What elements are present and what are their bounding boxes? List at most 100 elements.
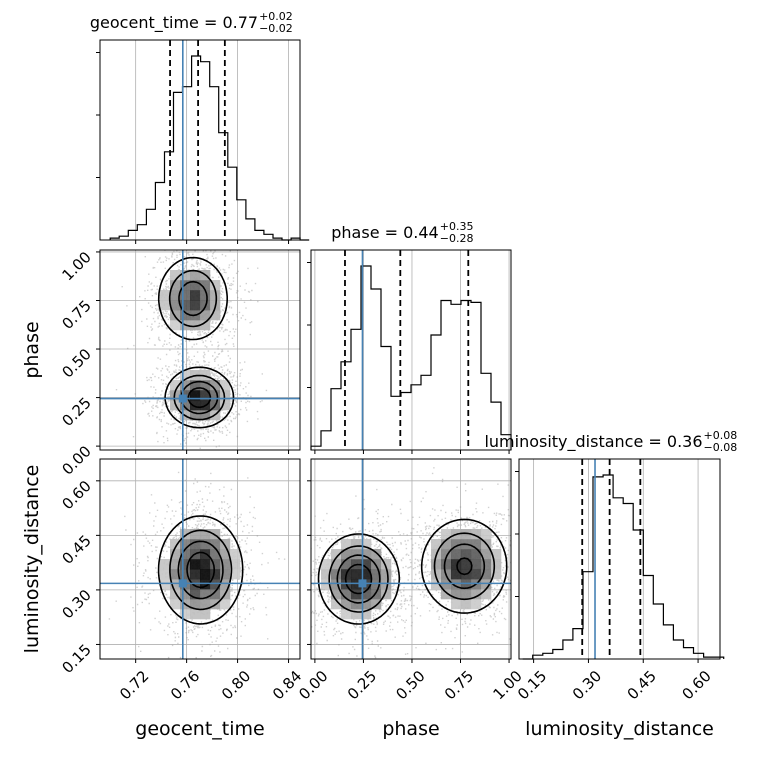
ytick-label-phase-1: 0.25 (58, 394, 94, 430)
panel-2d-2-1 (311, 459, 511, 659)
density-cell-2-1-7-9 (381, 559, 392, 570)
hist-outline-geocent_time (109, 55, 310, 241)
density-cell-2-1-18-8 (491, 569, 502, 580)
panel-border-1-1 (310, 249, 512, 451)
density-cell-2-1-15-6 (461, 589, 472, 600)
density-cell-1-0-11-16 (210, 280, 221, 291)
density-cell-2-0-8-12 (180, 529, 191, 540)
density-cell-1-0-9-6 (190, 380, 201, 391)
density-cell-2-1-3-6 (341, 589, 352, 600)
density-cell-2-1-15-12 (461, 529, 472, 540)
density-cell-1-0-9-14 (190, 300, 201, 311)
ytick-label-phase-4: 1.00 (58, 248, 94, 284)
density-cell-2-0-11-6 (210, 589, 221, 600)
ytick-label-phase-3: 0.75 (58, 297, 94, 333)
title-luminosity_distance: luminosity_distance = 0.36 (484, 432, 702, 452)
density-cell-2-1-5-9 (361, 559, 372, 570)
density-cell-2-1-14-9 (451, 559, 462, 570)
density-cell-2-0-11-8 (210, 569, 221, 580)
density-cell-2-1-5-6 (361, 589, 372, 600)
density-cell-2-1-7-8 (381, 569, 392, 580)
density-cell-2-0-10-4 (200, 609, 211, 620)
density-cell-1-0-9-15 (190, 290, 201, 301)
density-cell-1-0-8-7 (180, 370, 191, 381)
density-cell-2-0-6-9 (160, 559, 171, 570)
density-cell-1-0-8-13 (180, 310, 191, 321)
contour-1-0-3 (187, 387, 212, 409)
density-cell-2-0-11-9 (210, 559, 221, 570)
density-cell-1-0-11-5 (210, 390, 221, 401)
density-cell-2-1-17-10 (481, 549, 492, 560)
density-cell-2-1-6-9 (371, 559, 382, 570)
density-cell-2-0-12-11 (220, 539, 231, 550)
truth-marker-1-0 (178, 394, 187, 403)
density-cell-2-0-7-8 (170, 569, 181, 580)
density-cell-2-1-2-6 (331, 589, 342, 600)
density-cell-2-0-12-8 (220, 569, 231, 580)
xtick-label-phase-0: 0.00 (295, 667, 331, 703)
density-cell-2-0-10-12 (200, 529, 211, 540)
xtick-label-phase-1: 0.25 (344, 667, 380, 703)
panel-2d-2-0 (100, 459, 300, 659)
density-cell-2-1-3-9 (341, 559, 352, 570)
title-sub-luminosity_distance: −0.08 (704, 441, 738, 454)
xtick-label-geocent_time-1: 0.76 (167, 667, 203, 703)
panel-bg-0-0 (100, 40, 300, 240)
density-cell-2-0-12-9 (220, 559, 231, 570)
density-cell-2-1-6-8 (371, 569, 382, 580)
density-cell-2-1-3-5 (341, 599, 352, 610)
title-sup-phase: +0.35 (440, 220, 474, 233)
density-cell-2-0-7-6 (170, 589, 181, 600)
density-cell-2-0-8-6 (180, 589, 191, 600)
density-cell-2-1-6-5 (371, 599, 382, 610)
density-cell-2-0-9-6 (190, 589, 201, 600)
density-cell-2-1-16-5 (471, 599, 482, 610)
density-cell-2-1-13-6 (441, 589, 452, 600)
xtick-label-geocent_time-0: 0.72 (116, 667, 152, 703)
density-cell-2-1-1-9 (321, 559, 332, 570)
density-cell-2-1-5-10 (361, 549, 372, 560)
xlabel-geocent_time: geocent_time (135, 718, 264, 740)
density-cell-2-1-14-10 (451, 549, 462, 560)
density-cell-2-1-17-6 (481, 589, 492, 600)
density-cell-1-0-8-6 (180, 380, 191, 391)
density-cell-2-0-11-12 (210, 529, 221, 540)
density-cell-1-0-7-16 (170, 280, 181, 291)
title-sup-luminosity_distance: +0.08 (704, 429, 738, 442)
panel-border-2-2 (518, 458, 721, 660)
truth-marker-2-0 (178, 579, 187, 588)
density-cell-2-0-13-8 (230, 569, 241, 580)
density-cell-2-1-14-11 (451, 539, 462, 550)
density-cell-2-0-9-9 (190, 559, 201, 570)
contour-2-1-0 (317, 518, 508, 625)
density-cell-2-0-9-11 (190, 539, 201, 550)
panel-border-2-1 (310, 458, 512, 660)
density-cell-2-1-17-12 (481, 529, 492, 540)
density-cell-2-1-16-12 (471, 529, 482, 540)
xlabel-phase: phase (382, 718, 439, 740)
density-cell-2-0-12-5 (220, 599, 231, 610)
density-cell-1-0-10-5 (200, 390, 211, 401)
density-cell-1-0-10-15 (200, 290, 211, 301)
density-cell-1-0-8-4 (180, 400, 191, 411)
density-cell-2-0-6-8 (160, 569, 171, 580)
density-cell-2-1-2-5 (331, 599, 342, 610)
density-cell-2-1-6-6 (371, 589, 382, 600)
panel-border-0-0 (99, 39, 301, 241)
density-cell-1-0-7-17 (170, 270, 181, 281)
density-cell-1-0-11-6 (210, 380, 221, 391)
density-cell-2-1-7-6 (381, 589, 392, 600)
density-cell-1-0-7-12 (170, 320, 181, 331)
density-cell-1-0-9-12 (190, 320, 201, 331)
density-cell-2-1-13-9 (441, 559, 452, 570)
density-cell-2-1-17-9 (481, 559, 492, 570)
title-phase: phase = 0.44 (331, 223, 438, 242)
ytick-label-luminosity_distance-3: 0.60 (58, 477, 94, 513)
panel-border-2-0 (99, 458, 301, 660)
ytick-label-luminosity_distance-1: 0.30 (58, 586, 94, 622)
density-cell-2-1-17-8 (481, 569, 492, 580)
title-sup-geocent_time: +0.02 (259, 10, 293, 23)
density-cell-2-0-9-5 (190, 599, 201, 610)
density-cell-2-0-8-4 (180, 609, 191, 620)
